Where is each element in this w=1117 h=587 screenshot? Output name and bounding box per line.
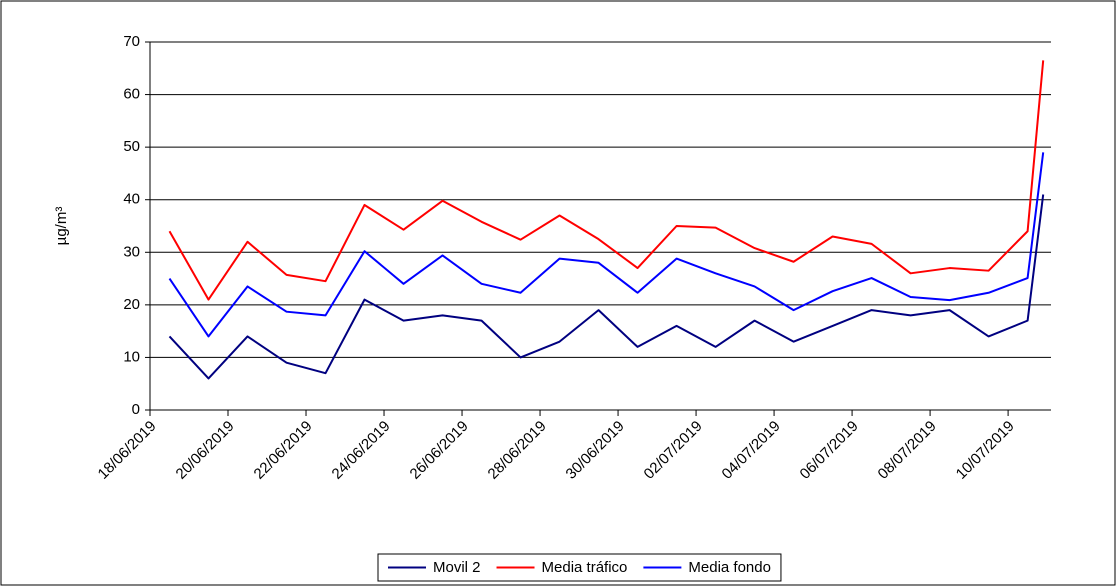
y-tick-label: 50	[123, 138, 140, 155]
legend: Movil 2 Media tráfico Media fondo	[377, 553, 782, 582]
y-axis-label: µg/m³	[53, 207, 70, 246]
y-tick-label: 60	[123, 86, 140, 103]
series-line	[168, 194, 1045, 380]
y-tick-label: 40	[123, 191, 140, 208]
legend-label: Media tráfico	[542, 559, 628, 576]
legend-label: Movil 2	[433, 559, 481, 576]
y-tick-label: 70	[123, 33, 140, 50]
y-tick-label: 20	[123, 296, 140, 313]
legend-label: Media fondo	[688, 559, 771, 576]
y-tick-label: 0	[132, 401, 140, 418]
series-line	[168, 60, 1045, 301]
legend-box	[377, 553, 782, 582]
series-line	[168, 152, 1045, 338]
y-tick-label: 30	[123, 243, 140, 260]
y-tick-label: 10	[123, 348, 140, 365]
